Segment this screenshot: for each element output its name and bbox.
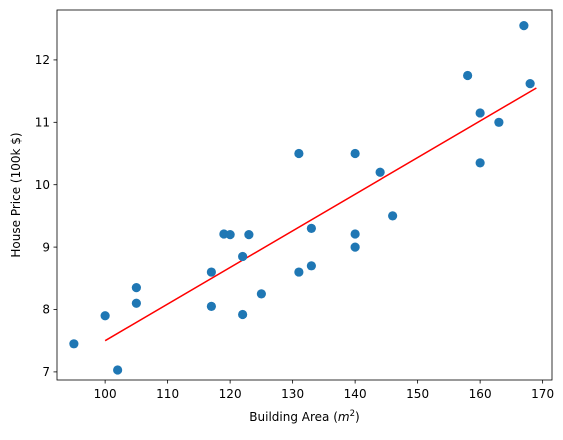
scatter-point <box>375 167 385 177</box>
scatter-point <box>100 311 110 321</box>
data-marks <box>69 21 537 375</box>
x-axis-label: Building Area (m2) <box>249 409 359 424</box>
scatter-point <box>131 298 141 308</box>
y-tick-label: 9 <box>42 240 50 254</box>
x-tick-label: 110 <box>156 387 179 401</box>
x-tick-label: 140 <box>344 387 367 401</box>
y-tick-label: 11 <box>35 116 50 130</box>
scatter-point <box>256 289 266 299</box>
x-tick-label: 150 <box>406 387 429 401</box>
regression-line <box>104 87 537 342</box>
scatter-point <box>350 242 360 252</box>
scatter-point <box>206 267 216 277</box>
y-tick-label: 12 <box>35 53 50 67</box>
scatter-point <box>388 211 398 221</box>
scatter-point <box>306 223 316 233</box>
x-tick-label: 160 <box>469 387 492 401</box>
axes: 100 110 120 130 140 150 160 170 7 8 9 10 11 12 <box>35 53 554 401</box>
scatter-point <box>238 309 248 320</box>
scatter-point <box>131 283 141 293</box>
scatter-point <box>519 21 529 31</box>
x-tick-label: 130 <box>281 387 304 401</box>
scatter-point <box>463 70 473 81</box>
y-tick-label: 7 <box>42 365 50 379</box>
scatter-point <box>69 339 79 349</box>
x-tick-label: 120 <box>219 387 242 401</box>
y-axis-label: House Price (100k $) <box>9 132 23 257</box>
scatter-point <box>494 117 504 127</box>
scatter-point <box>350 229 360 239</box>
y-tick-label: 10 <box>35 178 50 192</box>
scatter-point <box>206 301 216 311</box>
x-tick-label: 170 <box>531 387 554 401</box>
scatter-point <box>306 261 316 271</box>
scatter-point <box>113 365 123 375</box>
scatter-point <box>294 148 304 159</box>
plot-area <box>57 10 552 380</box>
scatter-point <box>294 267 304 277</box>
scatter-point <box>225 230 235 240</box>
scatter-point <box>350 148 360 159</box>
scatter-point <box>525 79 535 89</box>
x-tick-label: 100 <box>94 387 117 401</box>
scatter-point <box>244 230 254 240</box>
scatter-point <box>238 251 248 262</box>
y-tick-label: 8 <box>42 303 50 317</box>
scatter-point <box>475 108 485 118</box>
plot-frame <box>56 9 553 381</box>
scatter-point <box>475 158 485 168</box>
